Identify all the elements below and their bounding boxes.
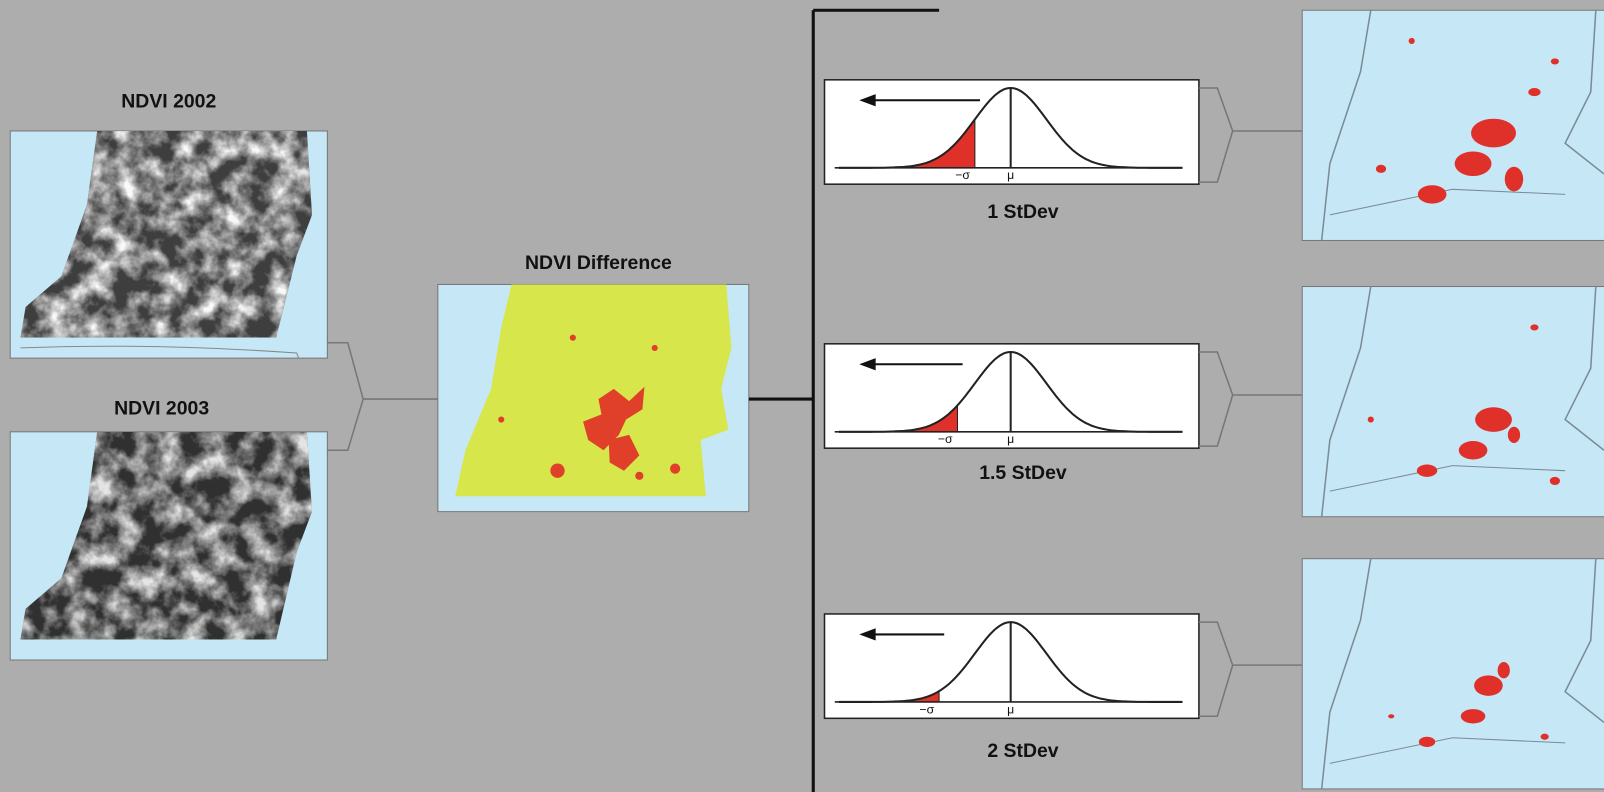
result-map	[1302, 10, 1604, 240]
sigma-label: −σ	[938, 432, 953, 446]
change-area	[1530, 324, 1538, 330]
page: NDVI 2002 NDVI 2003 NDVI Difference −σ μ 1…	[0, 0, 1604, 792]
change-area	[1419, 737, 1435, 747]
change-area	[1417, 465, 1437, 477]
mean-label: μ	[1007, 168, 1014, 182]
change-area	[1528, 88, 1540, 96]
threshold-label: 1.5 StDev	[979, 462, 1067, 484]
input-label: NDVI 2003	[114, 397, 209, 419]
change-area	[1388, 714, 1394, 718]
threshold-label: 2 StDev	[987, 740, 1058, 762]
change-area	[1409, 38, 1415, 44]
result-map	[1302, 559, 1604, 789]
input-label: NDVI 2002	[121, 90, 216, 112]
change-area	[1505, 167, 1523, 192]
change-area	[1376, 165, 1386, 173]
change-area	[1455, 151, 1492, 176]
mean-label: μ	[1007, 702, 1014, 716]
change-area	[1550, 477, 1560, 485]
change-area	[1368, 416, 1374, 422]
change-area	[1461, 709, 1486, 723]
change-area	[1498, 662, 1510, 678]
change-area	[1541, 734, 1549, 740]
sigma-label: −σ	[919, 702, 934, 716]
mean-label: μ	[1007, 432, 1014, 446]
change-area	[1474, 675, 1503, 695]
change-area	[1508, 427, 1520, 443]
change-area	[1459, 441, 1488, 459]
change-area	[1551, 58, 1559, 64]
difference-label: NDVI Difference	[525, 252, 672, 274]
change-area	[1475, 407, 1512, 432]
diagram: NDVI 2002 NDVI 2003 NDVI Difference −σ μ 1…	[0, 0, 1604, 792]
sigma-label: −σ	[955, 168, 970, 182]
change-area	[1418, 185, 1447, 203]
threshold-label: 1 StDev	[987, 201, 1058, 223]
change-area	[1471, 119, 1516, 148]
